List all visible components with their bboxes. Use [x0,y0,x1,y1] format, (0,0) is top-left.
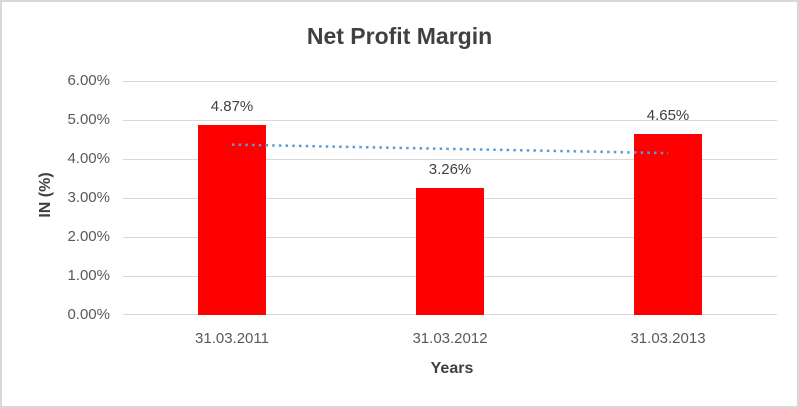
y-axis-tick-label: 0.00% [67,306,110,323]
y-axis-tick-label: 3.00% [67,189,110,206]
bar-data-label: 3.26% [428,161,472,178]
x-axis-title: Years [430,360,474,377]
gridline [123,120,777,121]
gridline [123,81,777,82]
bar-31.03.2012 [416,188,484,315]
y-axis-tick-label: 1.00% [67,267,110,284]
bar-data-label: 4.87% [210,98,254,115]
y-axis-tick-label: 6.00% [67,72,110,89]
y-axis-tick-label: 5.00% [67,111,110,128]
bar-data-label: 4.65% [646,107,690,124]
y-axis-tick-label: 4.00% [67,150,110,167]
bar-31.03.2013 [634,134,702,315]
gridline [123,159,777,160]
x-axis-tick-label: 31.03.2011 [195,330,269,347]
chart-title: Net Profit Margin [306,23,493,49]
plot-area: 4.87% 3.26% 4.65% [123,81,777,315]
x-axis-tick-label: 31.03.2012 [412,330,488,347]
trendline [231,143,669,155]
y-axis-tick-label: 2.00% [67,228,110,245]
bar-31.03.2011 [198,125,266,315]
x-axis-tick-label: 31.03.2013 [630,330,706,347]
